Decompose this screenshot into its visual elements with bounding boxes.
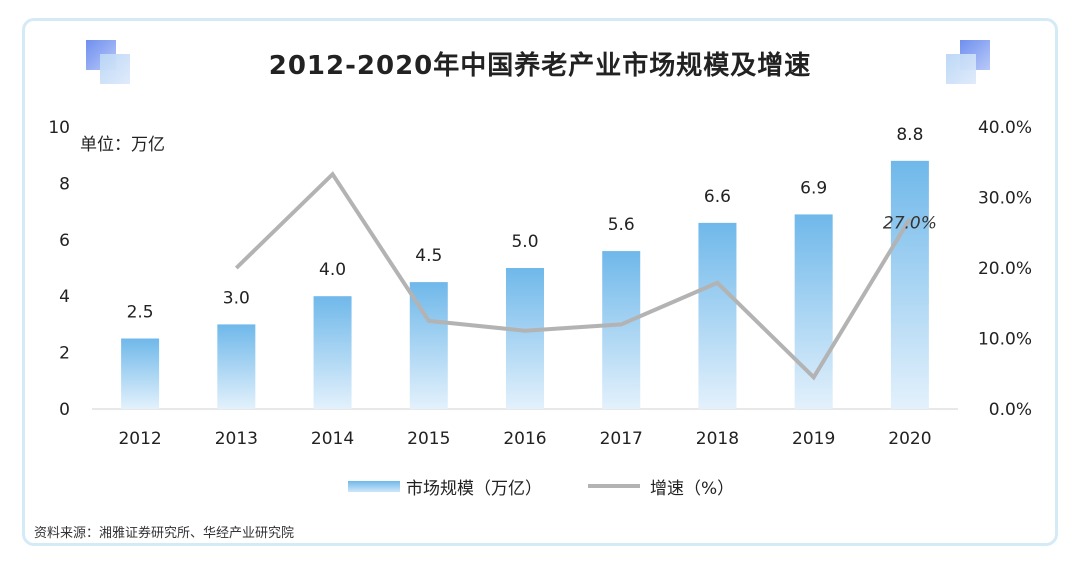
left-axis: 0 2 4 6 8 10 (48, 118, 70, 420)
corner-decoration-right (946, 40, 990, 84)
bar-data-label: 8.8 (896, 125, 923, 145)
corner-square-light (100, 54, 130, 84)
left-tick-label: 4 (59, 287, 70, 307)
bar (602, 251, 641, 409)
right-tick-label: 20.0% (978, 259, 1032, 279)
bar-data-label: 4.5 (415, 246, 442, 266)
line-data-label: 27.0% (883, 214, 937, 234)
growth-line (234, 171, 912, 381)
x-tick-label: 2015 (407, 429, 450, 449)
left-tick-label: 8 (59, 174, 70, 194)
x-tick-label: 2017 (600, 429, 643, 449)
left-tick-label: 0 (59, 400, 70, 420)
line-series (234, 171, 912, 381)
bar (698, 222, 737, 409)
left-tick-label: 2 (59, 344, 70, 364)
bar-series (121, 160, 929, 409)
bar-data-label: 2.5 (127, 303, 154, 323)
bar (890, 160, 929, 409)
bar (121, 338, 160, 409)
legend-line-label: 增速（%） (650, 478, 735, 499)
legend-bar-swatch (348, 480, 400, 492)
right-tick-label: 40.0% (978, 118, 1032, 138)
legend-bar-label: 市场规模（万亿） (406, 478, 542, 499)
bar (313, 296, 352, 409)
bar-data-label: 6.6 (704, 187, 731, 207)
x-tick-label: 2012 (118, 429, 161, 449)
bar (506, 268, 544, 409)
x-tick-label: 2016 (503, 429, 546, 449)
legend-line-swatch (588, 484, 640, 488)
left-tick-label: 10 (48, 118, 70, 138)
bar-data-label: 4.0 (319, 260, 346, 280)
bar-data-label: 3.0 (223, 288, 250, 308)
corner-decoration-left (86, 40, 130, 84)
bar (217, 324, 256, 409)
right-tick-label: 10.0% (978, 330, 1032, 350)
bar-data-label: 6.9 (800, 178, 827, 198)
bar-data-label: 5.0 (511, 232, 538, 252)
x-axis: 2012 2013 2014 2015 2016 2017 2018 2019 2020 (118, 429, 931, 449)
left-tick-label: 6 (59, 231, 70, 251)
chart-title: 2012-2020年中国养老产业市场规模及增速 (268, 51, 812, 81)
legend-item-line: 增速（%） (588, 474, 735, 499)
x-tick-label: 2020 (888, 429, 931, 449)
bar-data-labels: 2.5 3.0 4.0 4.5 5.0 5.6 6.6 6.9 8.8 (127, 125, 924, 323)
x-tick-label: 2014 (311, 429, 354, 449)
line-data-labels: 27.0% (883, 214, 937, 234)
unit-label: 单位：万亿 (80, 135, 165, 155)
right-tick-label: 30.0% (978, 189, 1032, 209)
right-tick-label: 0.0% (989, 400, 1032, 420)
bar-data-label: 5.6 (608, 215, 635, 235)
source-note: 资料来源：湘雅证券研究所、华经产业研究院 (34, 526, 295, 541)
x-tick-label: 2013 (215, 429, 258, 449)
x-tick-label: 2018 (696, 429, 739, 449)
x-tick-label: 2019 (792, 429, 835, 449)
legend-item-bar: 市场规模（万亿） (348, 474, 542, 499)
right-axis: 0.0% 10.0% 20.0% 30.0% 40.0% (978, 118, 1032, 420)
corner-square-light (946, 54, 976, 84)
